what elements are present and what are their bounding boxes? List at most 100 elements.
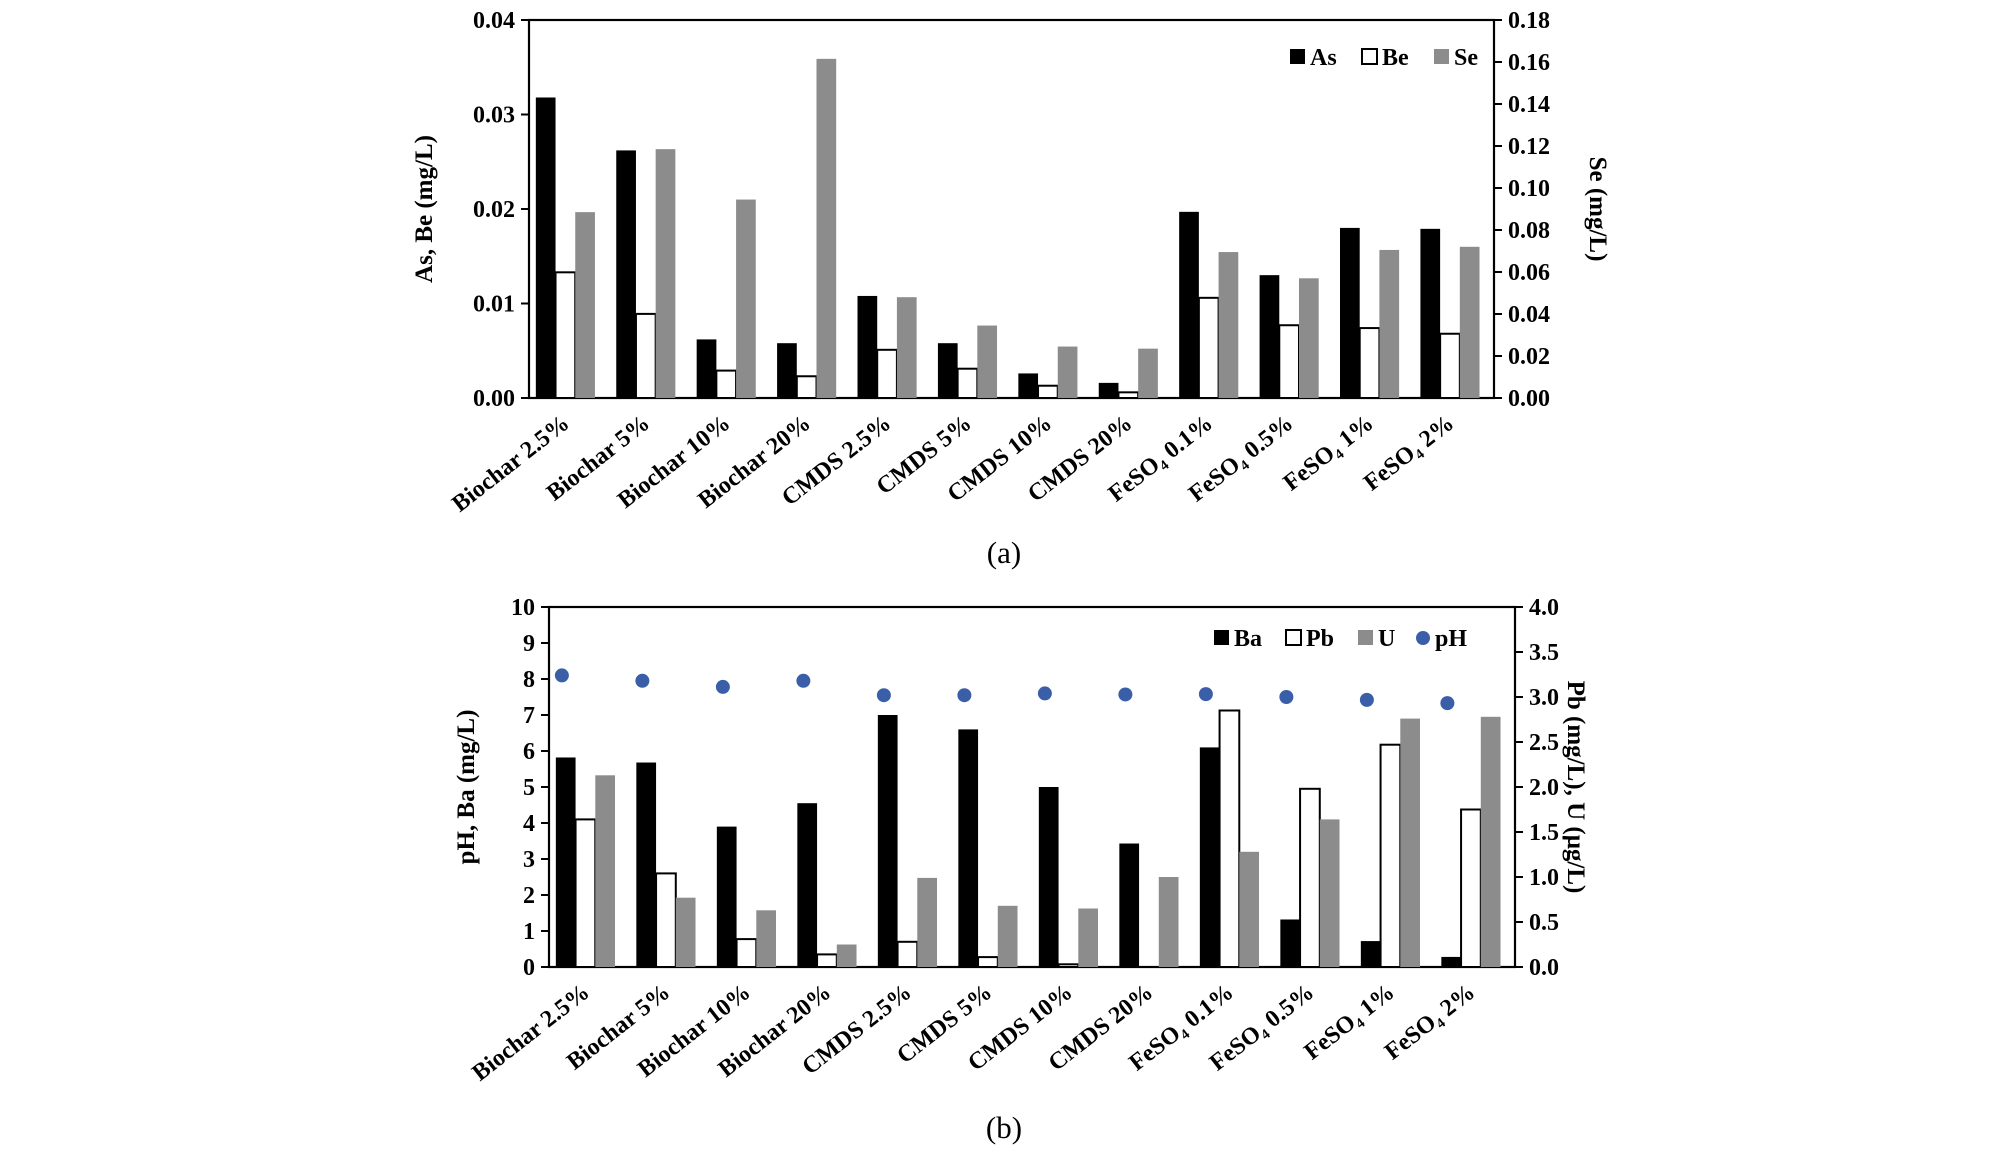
left-tick-label: 1 [523,919,535,945]
bar-ba [636,762,657,967]
bar-se [1459,246,1480,398]
point-ph [715,679,730,694]
bar-se [977,325,998,398]
legend-label-u: U [1378,626,1395,652]
bar-pb [574,818,597,969]
point-ph [876,688,891,703]
category-label: FeSO₄ 1% [1279,410,1379,496]
bar-be [634,312,657,399]
legend-marker-ph [1416,631,1430,645]
left-tick-label: 0 [523,955,535,981]
right-tick-label: 2.0 [1529,775,1559,801]
point-ph [1359,692,1374,707]
point-ph [1440,696,1455,711]
caption-b: (b) [986,1110,1022,1145]
legend-marker-as [1290,49,1305,64]
legend-label-as: As [1310,45,1337,71]
point-ph [796,673,811,688]
right-tick-label: 0.08 [1508,218,1550,244]
legend-label-be: Be [1382,45,1409,71]
bar-as [857,295,878,398]
bar-pb [816,953,838,969]
bar-pb [1299,787,1321,968]
left-tick-label: 2 [523,883,535,909]
point-ph [1037,686,1052,701]
chart-a: 0.00 0.01 0.02 0.03 0.04 0.00 0.02 0.04 0.06 0.08… [411,8,1611,517]
bar-se [1218,252,1239,398]
right-tick-label: 0.04 [1508,302,1550,328]
right-tick-label: 0.06 [1508,260,1550,286]
legend-marker-pb [1285,629,1302,646]
bar-pb [977,956,999,968]
bar-ba [1119,843,1140,967]
bar-be [1117,391,1140,399]
left-tick-label: 9 [523,631,535,657]
left-tick-label: 0.04 [473,8,515,34]
bar-be [795,375,818,400]
bar-as [696,339,717,398]
bar-pb [896,940,919,968]
point-ph [1198,687,1213,702]
bar-be [1439,332,1461,399]
left-tick-label: 0.00 [473,386,515,412]
left-tick-label: 7 [523,703,535,729]
bar-u [675,897,696,967]
right-tick-label: 0.18 [1508,8,1550,34]
right-tick-label: 0.14 [1508,92,1550,118]
bar-u [756,910,777,967]
y-axis-left-label: As, Be (mg/L) [411,135,438,283]
bar-se [1138,348,1158,398]
bar-be [1197,296,1220,399]
right-tick-label: 0.12 [1508,134,1550,160]
bar-ba [555,757,576,967]
left-tick-label: 8 [523,667,535,693]
caption-a: (a) [987,535,1021,570]
bar-u [1158,877,1179,967]
legend-marker-se [1434,49,1449,64]
left-tick-label: 0.03 [473,103,515,129]
bar-pb [1057,963,1080,968]
bar-be [1358,327,1381,400]
left-tick-label: 0.02 [473,197,515,223]
right-tick-label: 0.0 [1529,955,1559,981]
right-tick-label: 1.5 [1529,820,1559,846]
bar-se [1379,249,1400,398]
right-tick-label: 3.0 [1529,685,1559,711]
bar-as [1098,382,1119,398]
bar-u [1239,851,1260,967]
bar-u [997,905,1018,967]
right-tick-label: 3.5 [1529,640,1559,666]
legend-label-ph: pH [1435,626,1467,652]
chart-b: 0 1 2 3 4 5 6 7 8 9 10 0.0 0.5 1.0 1.5 2.0 2.5 3.0 3.5 4.0 p… [453,595,1589,1086]
bar-ba [1038,787,1059,967]
bar-as [1018,373,1039,398]
bar-ba [877,715,898,967]
bar-ba [1441,956,1462,967]
left-tick-label: 4 [523,811,535,837]
bar-u [836,944,857,967]
bar-se [736,199,756,398]
bar-be [1278,324,1300,399]
bar-se [896,297,917,398]
legend-label-ba: Ba [1234,626,1262,652]
bar-ba [797,803,818,967]
right-tick-label: 0.00 [1508,386,1550,412]
bar-se [575,212,595,398]
bar-as [616,150,636,398]
bar-ba [716,826,737,967]
point-ph [957,688,972,703]
bar-ba [1280,919,1301,967]
right-tick-label: 0.16 [1508,50,1550,76]
category-label: FeSO₄ 2% [1359,410,1459,496]
bar-se [816,58,837,398]
bar-as [937,343,958,398]
bar-as [1420,228,1441,398]
category-label: FeSO₄ 1% [1300,979,1400,1065]
bar-se [655,149,676,398]
left-tick-label: 3 [523,847,535,873]
right-tick-label: 0.02 [1508,344,1550,370]
bar-pb [1379,743,1402,969]
bar-u [1480,716,1501,967]
bar-ba [958,729,979,967]
bar-as [1340,227,1360,398]
